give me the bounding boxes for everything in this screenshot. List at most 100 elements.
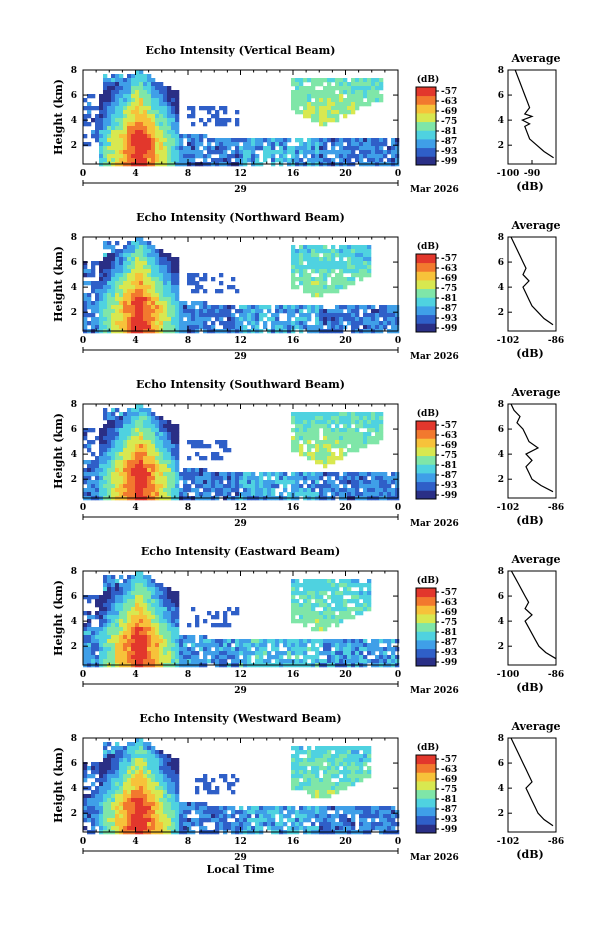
average-frame (507, 570, 557, 666)
average-y-tick-label: 6 (498, 759, 504, 769)
colorbar-tick-label: -63 (441, 97, 457, 107)
colorbar-swatch (416, 314, 436, 324)
date-month-label: Mar 2026 (410, 185, 459, 195)
panel-title: Echo Intensity (Eastward Beam) (141, 545, 340, 558)
colorbar-swatch (416, 297, 436, 307)
colorbar-swatch (416, 605, 436, 615)
average-x-tick-label: -100 (497, 169, 520, 179)
date-month-label: Mar 2026 (410, 853, 459, 863)
colorbar-swatch (416, 824, 436, 834)
x-tick-label: 12 (234, 336, 247, 346)
colorbar-tick-label: -87 (441, 805, 457, 815)
average-y-tick-label: 4 (498, 283, 504, 293)
colorbar-swatch (416, 614, 436, 624)
colorbar-tick-label: -75 (441, 785, 457, 795)
heatmap-cells (83, 70, 400, 167)
x-tick-label: 0 (80, 169, 86, 179)
date-day-label: 29 (234, 352, 247, 362)
average-title: Average (510, 553, 560, 566)
average-x-tick-label: -86 (548, 336, 564, 346)
colorbar-tick-label: -63 (441, 765, 457, 775)
heatmap-cells (83, 738, 400, 835)
average-y-tick-label: 4 (498, 617, 504, 627)
colorbar-unit: (dB) (417, 408, 439, 419)
average-y-tick-label: 2 (498, 475, 504, 485)
y-tick-label: 4 (71, 450, 77, 460)
x-tick-label: 0 (80, 670, 86, 680)
colorbar-swatch (416, 87, 436, 97)
colorbar-tick-label: -81 (441, 795, 457, 805)
x-tick-label: 8 (185, 670, 191, 680)
y-tick-label: 4 (71, 784, 77, 794)
date-day-label: 29 (234, 519, 247, 529)
panel-title: Echo Intensity (Vertical Beam) (145, 44, 335, 57)
average-x-tick-label: -86 (548, 503, 564, 513)
panel-title: Echo Intensity (Westward Beam) (139, 712, 341, 725)
colorbar-tick-label: -81 (441, 461, 457, 471)
colorbar-frame (415, 420, 437, 500)
colorbar-swatch (416, 130, 436, 140)
average-y-tick-label: 2 (498, 141, 504, 151)
date-day-label: 29 (234, 853, 247, 863)
colorbar-tick-label: -63 (441, 598, 457, 608)
average-y-tick-label: 6 (498, 592, 504, 602)
average-title: Average (510, 720, 560, 733)
y-axis-label: Height (km) (52, 413, 65, 489)
average-profile-line (510, 236, 554, 326)
colorbar-swatch (416, 104, 436, 114)
colorbar-unit: (dB) (417, 241, 439, 252)
colorbar-tick-label: -69 (441, 107, 457, 117)
average-profile-line (510, 403, 554, 493)
colorbar-tick-label: -87 (441, 137, 457, 147)
average-x-label: (dB) (516, 681, 543, 694)
y-tick-label: 2 (71, 642, 77, 652)
x-tick-label: 20 (339, 503, 352, 513)
y-axis-label: Height (km) (52, 246, 65, 322)
y-tick-label: 6 (71, 91, 77, 101)
colorbar-swatch (416, 789, 436, 799)
x-tick-label: 16 (287, 336, 300, 346)
average-x-tick-label: -102 (497, 336, 520, 346)
x-tick-label: 0 (395, 503, 401, 513)
date-day-label: 29 (234, 686, 247, 696)
x-tick-label: 16 (287, 837, 300, 847)
colorbar-tick-label: -93 (441, 815, 457, 825)
average-y-tick-label: 8 (498, 400, 504, 410)
date-month-label: Mar 2026 (410, 519, 459, 529)
colorbar-swatch (416, 490, 436, 500)
colorbar-swatch (416, 323, 436, 333)
average-y-tick-label: 2 (498, 809, 504, 819)
colorbar-swatch (416, 421, 436, 431)
average-frame (507, 403, 557, 499)
colorbar-tick-label: -93 (441, 314, 457, 324)
colorbar-tick-label: -69 (441, 775, 457, 785)
average-y-tick-label: 8 (498, 66, 504, 76)
colorbar-swatch (416, 631, 436, 641)
colorbar-swatch (416, 622, 436, 632)
colorbar-swatch (416, 807, 436, 817)
colorbar-swatch (416, 113, 436, 123)
colorbar-swatch (416, 306, 436, 316)
average-x-label: (dB) (516, 180, 543, 193)
average-y-tick-label: 8 (498, 233, 504, 243)
colorbar-tick-label: -69 (441, 441, 457, 451)
x-tick-label: 0 (395, 837, 401, 847)
y-tick-label: 8 (71, 567, 77, 577)
average-y-tick-label: 4 (498, 116, 504, 126)
x-tick-label: 20 (339, 670, 352, 680)
x-tick-label: 8 (185, 336, 191, 346)
x-tick-label: 20 (339, 837, 352, 847)
colorbar-tick-label: -63 (441, 264, 457, 274)
x-tick-label: 4 (132, 169, 138, 179)
y-tick-label: 2 (71, 475, 77, 485)
colorbar-swatch (416, 657, 436, 667)
average-title: Average (510, 386, 560, 399)
y-tick-label: 2 (71, 809, 77, 819)
x-tick-label: 8 (185, 169, 191, 179)
average-y-tick-label: 8 (498, 567, 504, 577)
x-tick-label: 16 (287, 169, 300, 179)
heatmap-cells (83, 237, 400, 334)
x-tick-label: 4 (132, 670, 138, 680)
x-tick-label: 0 (395, 336, 401, 346)
colorbar-swatch (416, 455, 436, 465)
